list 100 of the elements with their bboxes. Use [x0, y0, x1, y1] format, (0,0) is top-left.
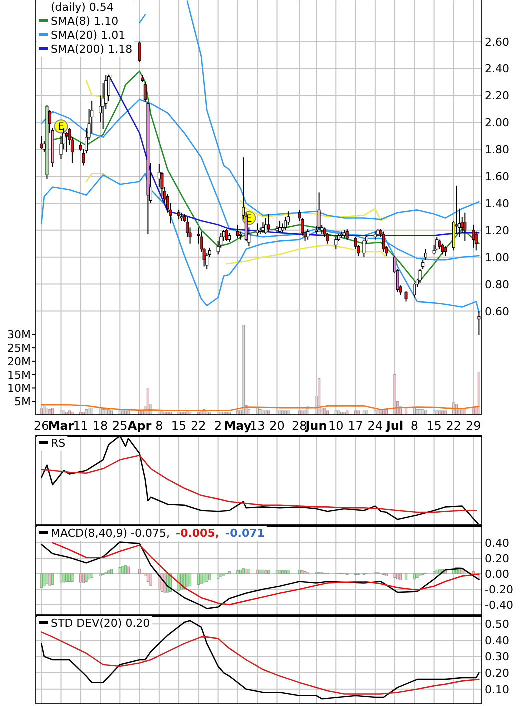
bar — [183, 412, 186, 415]
annotation: -0.071 — [226, 527, 265, 540]
bar — [236, 410, 240, 415]
bar — [438, 569, 442, 574]
bar — [200, 574, 203, 584]
bar — [48, 409, 52, 415]
bar — [124, 565, 128, 574]
bar — [376, 410, 380, 415]
bar — [343, 412, 346, 415]
bar — [71, 574, 74, 582]
bar — [326, 410, 330, 415]
y-tick-label: -0.20 — [485, 583, 514, 596]
bar — [354, 410, 358, 415]
bar — [298, 410, 301, 415]
bar — [127, 566, 130, 574]
bar — [60, 410, 63, 415]
bar — [259, 409, 262, 415]
bar — [418, 574, 422, 577]
bar — [43, 574, 46, 587]
candlestick — [472, 224, 476, 248]
bar — [276, 570, 279, 574]
bar — [304, 571, 307, 574]
y-tick-label: 2.00 — [485, 116, 510, 130]
candlestick — [138, 41, 142, 62]
candlestick — [444, 246, 448, 257]
candlestick — [278, 220, 282, 234]
legend-label: MACD(8,40,9) -0.075, — [51, 527, 170, 540]
bar — [90, 408, 94, 415]
x-tick-label: 29 — [466, 419, 482, 433]
bar — [438, 410, 442, 415]
bar — [242, 568, 245, 574]
bar — [203, 574, 206, 583]
bar — [256, 408, 259, 415]
bar — [110, 410, 114, 415]
candlestick — [40, 136, 44, 150]
bar — [206, 574, 208, 582]
y-tick-label: 1.60 — [485, 170, 510, 184]
bar — [80, 574, 82, 583]
x-tick-label: May — [224, 419, 252, 433]
bar — [278, 410, 282, 415]
bar — [464, 408, 466, 415]
bar — [385, 409, 388, 415]
bar — [262, 410, 265, 415]
y-tick-label: 0.00 — [485, 568, 510, 581]
bar — [287, 570, 290, 574]
x-tick-label: 13 — [250, 419, 266, 433]
bar — [416, 574, 419, 578]
y-tick-label: 0.10 — [485, 683, 510, 696]
candlestick — [318, 192, 321, 231]
candlestick — [418, 268, 422, 284]
bar — [183, 574, 186, 589]
candlestick — [178, 210, 181, 220]
bar — [357, 410, 360, 415]
candlestick — [267, 214, 270, 232]
bar — [110, 569, 114, 574]
bar — [385, 574, 388, 577]
legend-label: STD DEV(20) 0.20 — [51, 617, 150, 630]
bar — [441, 410, 444, 415]
bar — [404, 574, 408, 580]
bar — [222, 412, 226, 415]
bar — [396, 574, 400, 580]
bar — [88, 574, 91, 580]
bar — [284, 570, 287, 574]
bar — [90, 574, 94, 578]
y2-tick-label: 30M — [8, 328, 31, 342]
x-tick-label: 8 — [156, 419, 164, 433]
line-series — [40, 632, 480, 695]
y-tick-label: 0.20 — [485, 552, 510, 566]
bar — [99, 574, 102, 577]
bar — [324, 408, 326, 415]
y-tick-label: 2.20 — [485, 90, 510, 103]
bar — [268, 570, 270, 574]
bar — [433, 410, 436, 415]
bar — [124, 410, 128, 415]
bar — [43, 406, 46, 415]
candlestick — [424, 248, 428, 261]
y-tick-label: 1.00 — [485, 251, 510, 264]
bar — [138, 569, 142, 574]
y2-tick-label: 15M — [8, 368, 31, 382]
bar — [52, 408, 54, 415]
bar — [208, 412, 212, 415]
bar — [228, 571, 231, 574]
y-tick-label: 2.60 — [485, 36, 510, 49]
candlestick — [306, 228, 310, 240]
bar — [127, 410, 130, 415]
bar — [88, 408, 91, 415]
x-tick-label: 24 — [368, 419, 384, 433]
bar — [262, 570, 265, 574]
candlestick — [346, 228, 349, 240]
annotation: E — [58, 122, 64, 134]
bar — [82, 574, 85, 584]
candlestick — [464, 212, 467, 242]
x-tick-label: 2 — [214, 419, 222, 433]
y2-tick-label: 5M — [14, 396, 31, 409]
bar — [68, 574, 71, 582]
bar — [416, 409, 419, 415]
candlestick — [236, 224, 240, 239]
candlestick — [256, 223, 260, 236]
bar — [80, 412, 82, 415]
candlestick — [413, 282, 416, 298]
